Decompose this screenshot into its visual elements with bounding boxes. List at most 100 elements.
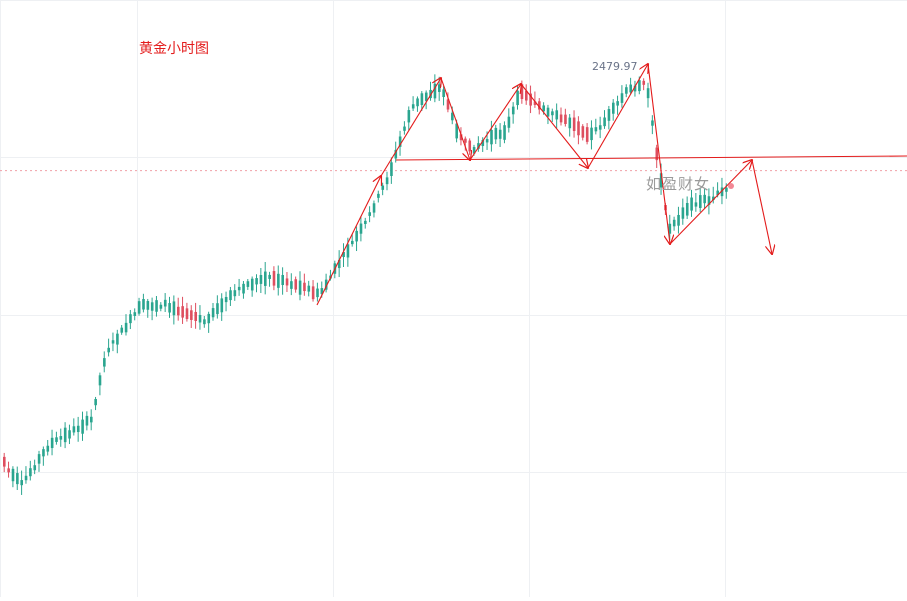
candle-body [220,298,224,313]
candle-body [585,127,589,142]
trend-arrow [647,63,670,244]
candle-body [107,347,110,353]
candle-body [577,121,580,136]
trend-arrow [587,64,648,169]
candle-body [490,129,493,145]
candle-body [394,149,398,159]
candle-body [137,301,141,314]
candle-body [642,80,646,85]
candle-body [76,425,80,433]
candle-body [298,280,302,295]
candle-body [159,304,163,309]
candle-body [438,84,441,92]
candle-body [625,87,628,94]
candle-body [446,99,450,110]
candle-body [390,162,393,176]
candle-body [590,127,593,141]
candle-body [468,140,472,152]
candle-body [81,419,84,434]
candle-body [259,275,263,284]
trend-arrow [380,78,441,177]
candlestick-series [3,74,728,495]
candle-body [150,302,154,311]
candle-body [694,202,698,207]
candle-body [177,306,180,316]
candle-body [398,136,402,147]
candle-body [464,138,467,143]
candle-body [638,80,641,92]
candle-body [564,114,567,125]
candle-body [120,327,124,333]
candle-body [555,110,559,120]
trend-annotations [316,63,907,306]
candle-body [659,173,663,188]
candle-body [451,112,454,121]
candle-body [529,93,532,106]
candle-body [3,456,6,467]
candle-body [646,88,650,99]
candle-body [377,193,380,198]
candle-body [629,84,632,93]
candle-body [542,105,545,112]
candle-body [98,375,102,386]
candle-body [485,139,489,143]
candle-body [420,93,424,106]
candle-body [68,430,71,439]
candle-body [29,468,32,477]
candle-body [455,123,458,139]
candle-body [337,259,341,269]
candle-body [94,399,97,406]
candle-body [516,90,519,106]
candle-body [494,127,498,140]
candle-body [681,207,685,219]
candle-body [33,465,37,471]
trend-arrow [520,83,588,168]
candle-body [281,274,284,286]
candle-body [207,313,211,324]
candle-body [272,271,276,286]
candle-body [155,300,158,312]
candle-body [72,426,76,433]
high-price-label: 2479.97 [592,60,638,73]
candle-body [407,110,411,123]
current-price-dot [728,183,734,189]
candle-body [385,177,389,185]
candle-body [699,195,702,208]
candle-body [690,197,693,211]
candle-body [37,454,41,464]
candle-body [277,273,280,288]
candle-body [237,286,241,291]
candle-body [511,106,515,115]
candle-body [216,303,219,315]
candle-body [11,468,15,482]
candle-body [459,134,463,141]
chart-title: 黄金小时图 [139,41,209,57]
candle-body [85,415,89,426]
candle-body [559,114,563,123]
candle-body [203,319,206,325]
candle-body [55,437,58,442]
neckline [395,155,907,161]
candle-body [546,107,550,117]
candle-body [168,303,171,313]
candle-body [551,111,554,116]
candle-body [111,340,115,344]
candle-body [142,299,145,310]
candle-body [616,101,619,106]
candle-body [725,187,728,192]
candle-body [124,322,128,333]
candle-body [620,93,624,103]
candle-body [685,202,689,216]
candle-body [364,220,367,225]
candle-body [129,314,132,324]
candle-body [316,288,319,298]
trend-arrow [316,176,381,306]
candle-body [255,278,258,285]
candle-body [268,274,271,279]
candle-body [63,427,67,443]
candle-body [472,147,476,154]
candle-body [668,223,672,234]
candle-body [342,252,345,258]
